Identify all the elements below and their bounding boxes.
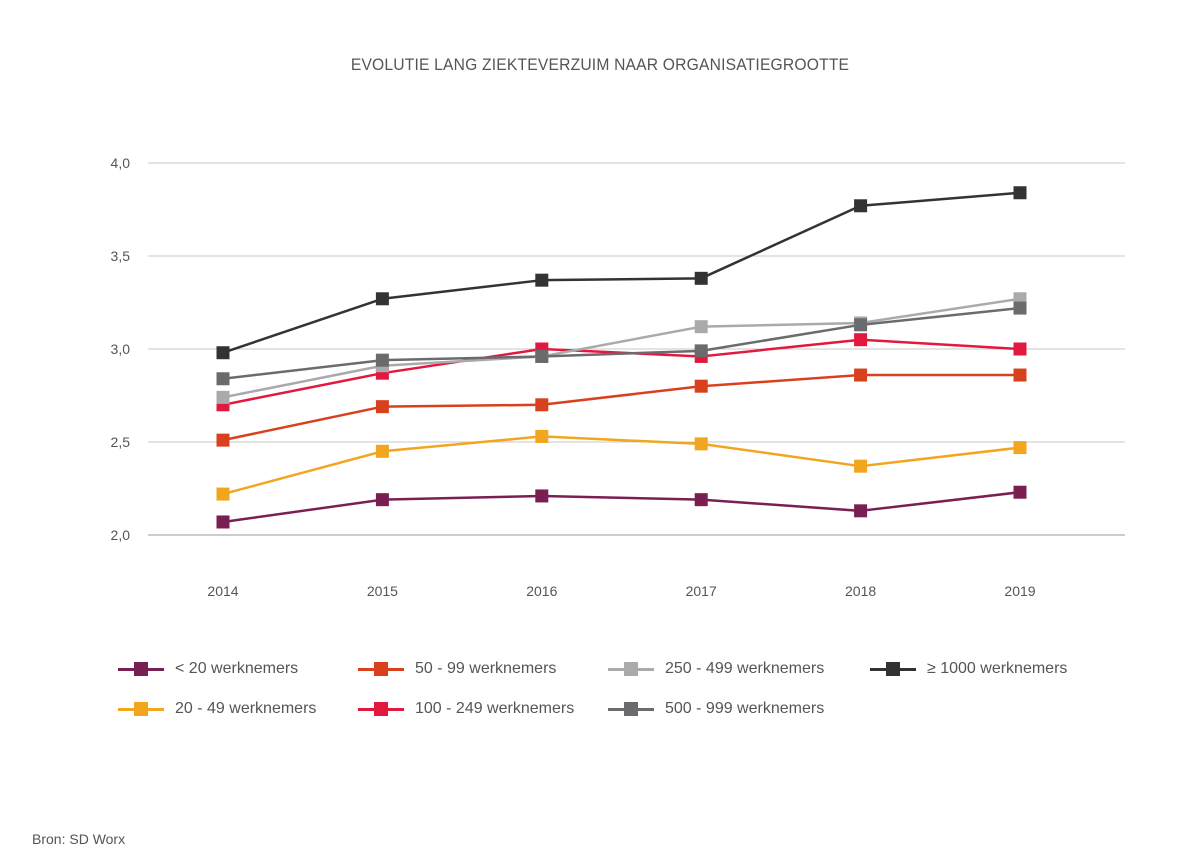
series-line bbox=[222, 306, 1021, 381]
data-point bbox=[216, 515, 230, 529]
x-tick-label: 2019 bbox=[1004, 583, 1035, 599]
legend-label: 100 - 249 werknemers bbox=[415, 700, 575, 717]
data-point bbox=[854, 333, 868, 347]
data-point bbox=[1013, 342, 1027, 356]
data-point bbox=[854, 318, 868, 332]
data-point bbox=[375, 493, 389, 507]
y-tick-label: 3,5 bbox=[111, 248, 131, 264]
data-point bbox=[694, 271, 708, 285]
legend-label: ≥ 1000 werknemers bbox=[927, 660, 1068, 677]
data-point bbox=[375, 400, 389, 414]
data-point bbox=[694, 437, 708, 451]
series-line bbox=[222, 373, 1020, 442]
legend-swatch bbox=[118, 696, 164, 722]
legend-item: 500 - 999 werknemers bbox=[608, 696, 824, 722]
data-point bbox=[854, 368, 868, 382]
line-chart: 2,0 2,5 3,0 3,5 4,0 2014 2015 2016 2017 2018 2019 bbox=[111, 155, 1125, 599]
legend-label: 50 - 99 werknemers bbox=[415, 660, 557, 677]
data-point bbox=[375, 444, 389, 458]
y-tick-label: 4,0 bbox=[111, 155, 131, 171]
data-point bbox=[694, 493, 708, 507]
data-point bbox=[216, 487, 230, 501]
x-tick-label: 2016 bbox=[526, 583, 557, 599]
legend-item: 20 - 49 werknemers bbox=[118, 696, 316, 722]
legend-item: 50 - 99 werknemers bbox=[358, 656, 556, 682]
legend-item: < 20 werknemers bbox=[118, 656, 298, 682]
x-tick-label: 2017 bbox=[686, 583, 717, 599]
data-point bbox=[535, 398, 549, 412]
y-tick-label: 2,0 bbox=[111, 527, 131, 543]
legend-swatch bbox=[118, 656, 164, 682]
data-point bbox=[694, 344, 708, 358]
legend-marker bbox=[886, 662, 900, 676]
legend-swatch bbox=[870, 656, 916, 682]
legend-label: < 20 werknemers bbox=[175, 660, 299, 677]
chart-title: EVOLUTIE LANG ZIEKTEVERZUIM NAAR ORGANIS… bbox=[350, 55, 850, 74]
data-point bbox=[1013, 186, 1027, 200]
x-tick-label: 2015 bbox=[367, 583, 398, 599]
legend-label: 20 - 49 werknemers bbox=[175, 700, 317, 717]
data-point bbox=[1013, 301, 1027, 315]
series-line bbox=[222, 490, 1021, 524]
y-tick-label: 3,0 bbox=[111, 341, 131, 357]
legend-swatch bbox=[608, 656, 654, 682]
legend-item: ≥ 1000 werknemers bbox=[870, 656, 1067, 682]
data-point bbox=[375, 353, 389, 367]
data-point bbox=[216, 372, 230, 386]
y-tick-label: 2,5 bbox=[111, 434, 131, 450]
x-tick-label: 2014 bbox=[207, 583, 238, 599]
legend-marker bbox=[624, 702, 638, 716]
legend-marker bbox=[624, 662, 638, 676]
data-point bbox=[694, 320, 708, 334]
x-tick-label: 2018 bbox=[845, 583, 876, 599]
data-point bbox=[854, 459, 868, 473]
data-point bbox=[854, 199, 868, 213]
data-point bbox=[535, 273, 549, 287]
data-point bbox=[1013, 441, 1027, 455]
data-point bbox=[1013, 485, 1027, 499]
series-line bbox=[222, 297, 1021, 399]
legend-item: 250 - 499 werknemers bbox=[608, 656, 824, 682]
legend-swatch bbox=[608, 696, 654, 722]
data-point bbox=[854, 504, 868, 518]
legend-swatch bbox=[358, 656, 404, 682]
data-point bbox=[216, 433, 230, 447]
legend-marker bbox=[134, 662, 148, 676]
data-point bbox=[535, 349, 549, 363]
data-point bbox=[1013, 368, 1027, 382]
legend-marker bbox=[374, 662, 388, 676]
data-point bbox=[535, 489, 549, 503]
series-line bbox=[222, 435, 1021, 496]
legend-marker bbox=[134, 702, 148, 716]
legend-label: 500 - 999 werknemers bbox=[665, 700, 825, 717]
legend-label: 250 - 499 werknemers bbox=[665, 660, 825, 677]
data-point bbox=[216, 390, 230, 404]
series-line bbox=[222, 191, 1021, 354]
data-point bbox=[375, 292, 389, 306]
legend-swatch bbox=[358, 696, 404, 722]
data-point bbox=[694, 379, 708, 393]
data-point bbox=[535, 429, 549, 443]
legend-item: 100 - 249 werknemers bbox=[358, 696, 574, 722]
data-point bbox=[216, 346, 230, 360]
legend-marker bbox=[374, 702, 388, 716]
source-note: Bron: SD Worx bbox=[32, 831, 126, 847]
